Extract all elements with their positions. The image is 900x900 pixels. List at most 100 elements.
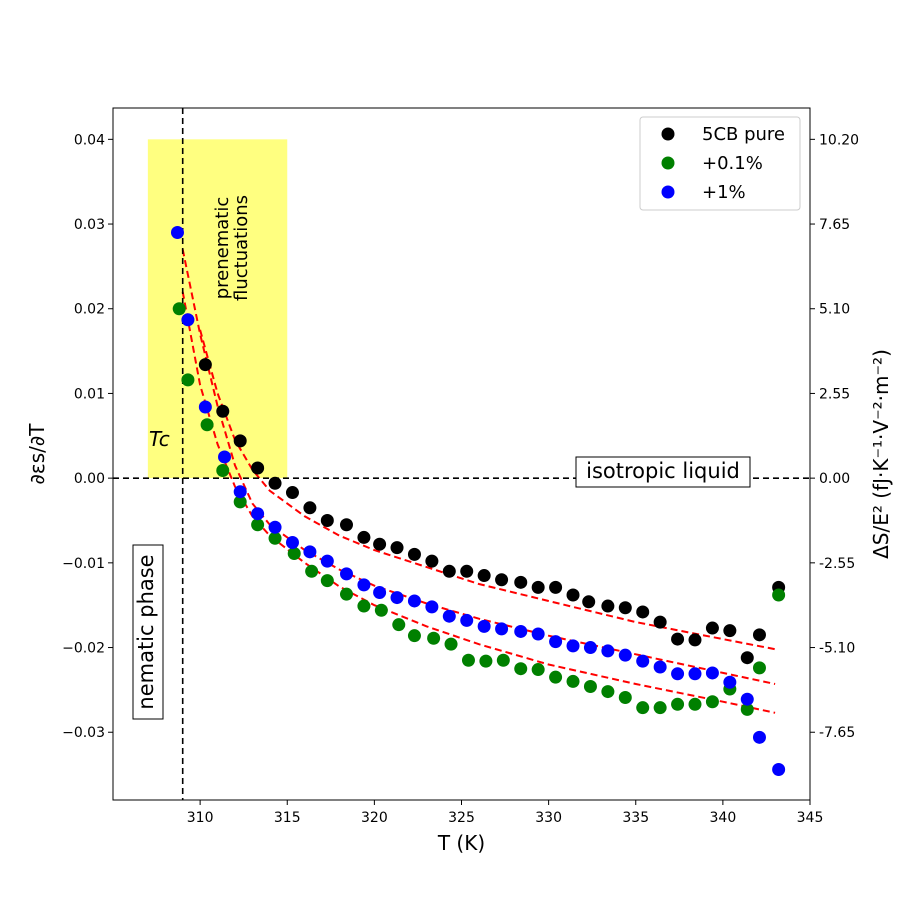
data-point-1-6 [268,531,282,545]
y-right-tick-label: 0.00 [819,471,850,487]
x-tick-label: 330 [535,810,562,826]
data-point-1-35 [772,588,786,602]
data-point-0-13 [425,554,439,568]
data-point-1-2 [200,418,214,432]
data-point-1-0 [172,302,186,316]
data-point-1-31 [705,695,719,709]
isotropic-liquid-label: isotropic liquid [586,459,740,483]
data-point-1-5 [251,518,265,532]
data-point-0-1 [216,404,230,418]
data-point-0-18 [514,575,528,589]
y-axis-left-label: ∂εs/∂T [25,423,49,485]
data-point-2-29 [671,667,685,681]
data-point-2-4 [233,485,247,499]
data-point-1-33 [740,702,754,716]
prenematic-label-line2: fluctuations [231,195,252,301]
data-point-2-24 [583,641,597,655]
data-point-0-0 [198,358,212,372]
data-point-2-18 [477,619,491,633]
data-point-2-14 [407,594,421,608]
x-tick-label: 315 [274,810,301,826]
data-point-2-20 [514,624,528,638]
x-tick-label: 340 [710,810,737,826]
data-point-0-8 [339,518,353,532]
data-point-1-8 [305,564,319,578]
data-point-0-12 [407,547,421,561]
data-point-0-9 [357,530,371,544]
data-point-2-7 [285,536,299,550]
data-point-0-31 [740,651,754,665]
data-point-0-5 [285,486,299,500]
data-point-2-30 [688,667,702,681]
y-left-tick-label: −0.01 [62,556,105,572]
data-point-0-21 [566,588,580,602]
data-point-2-3 [218,450,232,464]
data-point-0-10 [373,537,387,551]
data-point-2-17 [460,613,474,627]
data-point-0-2 [233,434,247,448]
data-point-2-19 [495,622,509,636]
legend-frame [639,116,801,211]
data-point-2-34 [752,730,766,744]
data-point-2-10 [339,567,353,581]
data-point-1-4 [233,495,247,509]
data-point-1-27 [636,701,650,715]
data-point-1-11 [357,599,371,613]
data-point-1-18 [479,654,493,668]
data-point-1-16 [444,637,458,651]
data-point-1-1 [181,373,195,387]
data-point-0-22 [582,595,596,609]
legend-label-1: +0.1% [702,153,763,174]
y-axis-right-label: ΔS/E² (fJ·K⁻¹·V⁻²·m⁻²) [869,349,893,559]
data-point-1-3 [216,464,230,478]
prenematic-region-layer [147,139,288,479]
data-point-0-15 [460,564,474,578]
y-right-tick-label: -2.55 [819,556,855,572]
data-point-0-7 [320,513,334,527]
x-tick-label: 345 [797,810,824,826]
data-point-1-17 [461,653,475,667]
legend-marker-0 [661,127,675,141]
data-point-1-34 [752,661,766,675]
data-point-2-16 [442,609,456,623]
data-point-1-12 [374,603,388,617]
data-point-1-19 [496,653,510,667]
data-point-0-26 [653,615,667,629]
y-right-tick-label: 10.20 [819,132,859,148]
data-point-1-22 [549,670,563,684]
data-point-0-3 [251,461,265,475]
data-point-2-8 [303,545,317,559]
y-left-tick-label: 0.01 [74,386,105,402]
data-point-1-9 [320,574,334,588]
data-point-0-16 [477,569,491,583]
prenematic-region [147,139,288,479]
data-point-2-15 [425,600,439,614]
nematic-phase-box: nematic phase [132,544,164,720]
data-point-1-10 [339,587,353,601]
prenematic-label-line1: prenematic [212,197,233,300]
data-point-2-2 [198,400,212,414]
y-axis-right-ticks: 10.20 7.65 5.10 2.55 0.00 -2.55 -5.10 -7.65 [810,132,859,741]
data-point-1-15 [427,631,441,645]
data-point-2-27 [636,654,650,668]
data-point-0-17 [495,573,509,587]
legend: 5CB pure +0.1% +1% [639,116,801,211]
isotropic-liquid-frame [575,456,751,488]
data-point-2-32 [723,675,737,689]
data-point-0-14 [442,564,456,578]
y-right-tick-label: 7.65 [819,217,850,233]
data-point-0-32 [752,628,766,642]
data-point-2-23 [566,639,580,653]
legend-marker-1 [661,156,675,170]
data-point-2-31 [705,666,719,680]
data-point-2-11 [357,578,371,592]
legend-marker-2 [661,185,675,199]
data-point-2-6 [268,520,282,534]
data-point-0-4 [268,476,282,490]
data-point-0-28 [688,633,702,647]
x-tick-label: 320 [361,810,388,826]
nematic-phase-label: nematic phase [134,554,158,709]
x-tick-label: 335 [622,810,649,826]
y-left-tick-label: −0.02 [62,641,105,657]
